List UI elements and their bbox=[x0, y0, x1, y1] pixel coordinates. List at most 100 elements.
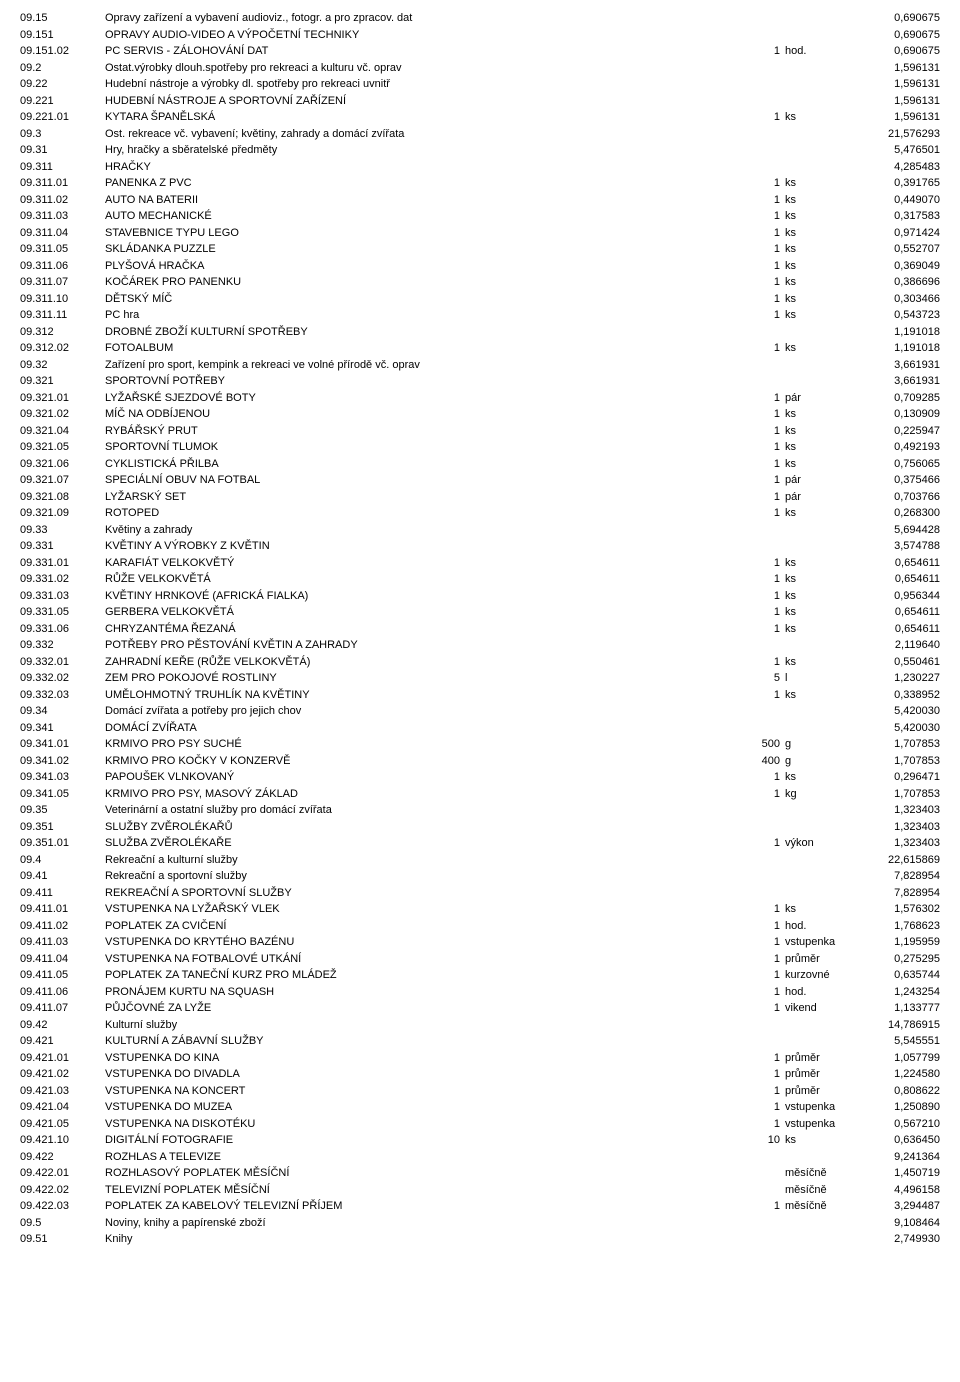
row-quantity: 1 bbox=[730, 291, 780, 308]
row-value: 1,250890 bbox=[860, 1099, 940, 1116]
table-row: 09.312.02FOTOALBUM1ks1,191018 bbox=[20, 340, 940, 357]
row-code: 09.411.02 bbox=[20, 918, 105, 935]
row-description: AUTO MECHANICKÉ bbox=[105, 208, 730, 225]
table-row: 09.332POTŘEBY PRO PĚSTOVÁNÍ KVĚTIN A ZAH… bbox=[20, 637, 940, 654]
table-row: 09.35Veterinární a ostatní služby pro do… bbox=[20, 802, 940, 819]
row-code: 09.331.02 bbox=[20, 571, 105, 588]
table-row: 09.3Ost. rekreace vč. vybavení; květiny,… bbox=[20, 126, 940, 143]
row-code: 09.341.02 bbox=[20, 753, 105, 770]
row-value: 0,971424 bbox=[860, 225, 940, 242]
row-code: 09.5 bbox=[20, 1215, 105, 1232]
table-row: 09.321.02MÍČ NA ODBÍJENOU1ks0,130909 bbox=[20, 406, 940, 423]
row-code: 09.411 bbox=[20, 885, 105, 902]
row-description: Hry, hračky a sběratelské předměty bbox=[105, 142, 730, 159]
row-unit: ks bbox=[780, 571, 860, 588]
row-value: 14,786915 bbox=[860, 1017, 940, 1034]
row-value: 0,550461 bbox=[860, 654, 940, 671]
row-code: 09.311.06 bbox=[20, 258, 105, 275]
row-value: 1,195959 bbox=[860, 934, 940, 951]
row-description: SKLÁDANKA PUZZLE bbox=[105, 241, 730, 258]
table-row: 09.311.06PLYŠOVÁ HRAČKA1ks0,369049 bbox=[20, 258, 940, 275]
row-code: 09.312.02 bbox=[20, 340, 105, 357]
row-code: 09.311.03 bbox=[20, 208, 105, 225]
row-description: OPRAVY AUDIO-VIDEO A VÝPOČETNÍ TECHNIKY bbox=[105, 27, 730, 44]
row-value: 1,323403 bbox=[860, 802, 940, 819]
row-description: ZAHRADNÍ KEŘE (RŮŽE VELKOKVĚTÁ) bbox=[105, 654, 730, 671]
row-code: 09.421.10 bbox=[20, 1132, 105, 1149]
table-row: 09.341.02KRMIVO PRO KOČKY V KONZERVĚ400g… bbox=[20, 753, 940, 770]
row-quantity: 1 bbox=[730, 918, 780, 935]
table-row: 09.331.06CHRYZANTÉMA ŘEZANÁ1ks0,654611 bbox=[20, 621, 940, 638]
row-description: REKREAČNÍ A SPORTOVNÍ SLUŽBY bbox=[105, 885, 730, 902]
row-description: KRMIVO PRO PSY, MASOVÝ ZÁKLAD bbox=[105, 786, 730, 803]
row-unit: hod. bbox=[780, 984, 860, 1001]
table-row: 09.321SPORTOVNÍ POTŘEBY3,661931 bbox=[20, 373, 940, 390]
row-description: SPECIÁLNÍ OBUV NA FOTBAL bbox=[105, 472, 730, 489]
row-description: CYKLISTICKÁ PŘILBA bbox=[105, 456, 730, 473]
row-description: RŮŽE VELKOKVĚTÁ bbox=[105, 571, 730, 588]
row-quantity: 1 bbox=[730, 984, 780, 1001]
table-row: 09.411.04VSTUPENKA NA FOTBALOVÉ UTKÁNÍ1p… bbox=[20, 951, 940, 968]
row-quantity: 1 bbox=[730, 1198, 780, 1215]
row-value: 1,191018 bbox=[860, 324, 940, 341]
row-quantity: 1 bbox=[730, 390, 780, 407]
row-description: VSTUPENKA DO DIVADLA bbox=[105, 1066, 730, 1083]
row-unit: ks bbox=[780, 225, 860, 242]
row-quantity: 1 bbox=[730, 1000, 780, 1017]
row-value: 0,709285 bbox=[860, 390, 940, 407]
row-description: DROBNÉ ZBOŽÍ KULTURNÍ SPOTŘEBY bbox=[105, 324, 730, 341]
row-unit: ks bbox=[780, 687, 860, 704]
row-value: 9,241364 bbox=[860, 1149, 940, 1166]
row-description: PRONÁJEM KURTU NA SQUASH bbox=[105, 984, 730, 1001]
row-description: CHRYZANTÉMA ŘEZANÁ bbox=[105, 621, 730, 638]
row-quantity: 1 bbox=[730, 456, 780, 473]
row-value: 1,243254 bbox=[860, 984, 940, 1001]
row-description: TELEVIZNÍ POPLATEK MĚSÍČNÍ bbox=[105, 1182, 730, 1199]
row-code: 09.311 bbox=[20, 159, 105, 176]
table-row: 09.332.03UMĚLOHMOTNÝ TRUHLÍK NA KVĚTINY1… bbox=[20, 687, 940, 704]
row-description: Rekreační a kulturní služby bbox=[105, 852, 730, 869]
row-description: DĚTSKÝ MÍČ bbox=[105, 291, 730, 308]
row-value: 0,303466 bbox=[860, 291, 940, 308]
row-value: 0,296471 bbox=[860, 769, 940, 786]
row-quantity: 1 bbox=[730, 274, 780, 291]
row-quantity: 1 bbox=[730, 406, 780, 423]
table-row: 09.312DROBNÉ ZBOŽÍ KULTURNÍ SPOTŘEBY1,19… bbox=[20, 324, 940, 341]
table-row: 09.311.03AUTO MECHANICKÉ1ks0,317583 bbox=[20, 208, 940, 225]
row-value: 1,596131 bbox=[860, 76, 940, 93]
row-code: 09.411.05 bbox=[20, 967, 105, 984]
row-value: 3,661931 bbox=[860, 373, 940, 390]
row-quantity: 1 bbox=[730, 951, 780, 968]
table-row: 09.421.10DIGITÁLNÍ FOTOGRAFIE10ks0,63645… bbox=[20, 1132, 940, 1149]
row-value: 1,707853 bbox=[860, 753, 940, 770]
row-code: 09.411.01 bbox=[20, 901, 105, 918]
row-code: 09.351 bbox=[20, 819, 105, 836]
table-row: 09.351SLUŽBY ZVĚROLÉKAŘŮ1,323403 bbox=[20, 819, 940, 836]
row-description: ZEM PRO POKOJOVÉ ROSTLINY bbox=[105, 670, 730, 687]
row-description: ROZHLAS A TELEVIZE bbox=[105, 1149, 730, 1166]
row-quantity: 500 bbox=[730, 736, 780, 753]
table-row: 09.341.03PAPOUŠEK VLNKOVANÝ1ks0,296471 bbox=[20, 769, 940, 786]
row-unit: kurzovné bbox=[780, 967, 860, 984]
row-description: HRAČKY bbox=[105, 159, 730, 176]
row-code: 09.411.04 bbox=[20, 951, 105, 968]
table-row: 09.422ROZHLAS A TELEVIZE9,241364 bbox=[20, 1149, 940, 1166]
row-description: ROTOPED bbox=[105, 505, 730, 522]
row-code: 09.41 bbox=[20, 868, 105, 885]
table-row: 09.311.05SKLÁDANKA PUZZLE1ks0,552707 bbox=[20, 241, 940, 258]
row-code: 09.42 bbox=[20, 1017, 105, 1034]
row-code: 09.311.10 bbox=[20, 291, 105, 308]
row-value: 5,420030 bbox=[860, 720, 940, 737]
row-quantity: 1 bbox=[730, 43, 780, 60]
row-description: Veterinární a ostatní služby pro domácí … bbox=[105, 802, 730, 819]
row-code: 09.331.03 bbox=[20, 588, 105, 605]
row-code: 09.32 bbox=[20, 357, 105, 374]
row-value: 0,808622 bbox=[860, 1083, 940, 1100]
row-unit: pár bbox=[780, 472, 860, 489]
row-code: 09.2 bbox=[20, 60, 105, 77]
row-value: 0,635744 bbox=[860, 967, 940, 984]
table-row: 09.2Ostat.výrobky dlouh.spotřeby pro rek… bbox=[20, 60, 940, 77]
row-quantity: 1 bbox=[730, 258, 780, 275]
table-row: 09.331.02RŮŽE VELKOKVĚTÁ1ks0,654611 bbox=[20, 571, 940, 588]
row-unit: vstupenka bbox=[780, 934, 860, 951]
